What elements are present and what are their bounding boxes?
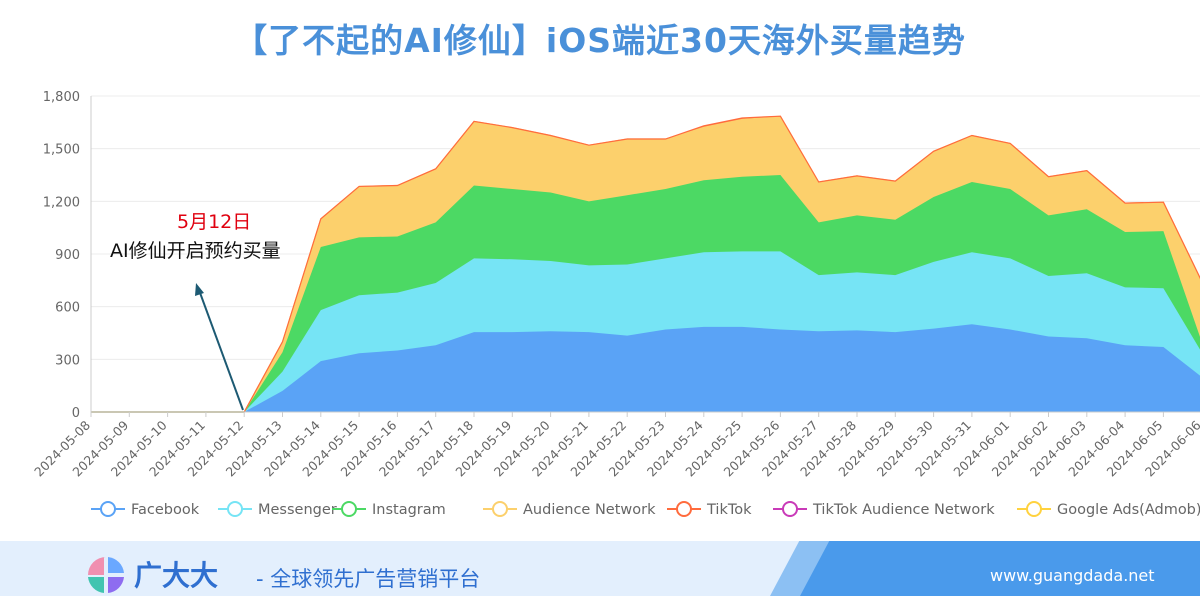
- legend-item-messenger[interactable]: Messenger: [218, 501, 337, 518]
- legend-item-tiktok-audience-network[interactable]: TikTok Audience Network: [773, 501, 995, 518]
- legend-item-google-ads-admob-[interactable]: Google Ads(Admob): [1017, 501, 1200, 518]
- brand-logo-icon: [88, 557, 124, 593]
- legend-item-instagram[interactable]: Instagram: [332, 501, 446, 518]
- legend-item-facebook[interactable]: Facebook: [91, 501, 200, 518]
- annotation-arrow: [195, 283, 244, 411]
- y-tick-label: 1,500: [43, 143, 80, 158]
- y-tick-label: 900: [55, 248, 80, 263]
- legend-marker-icon: [1026, 501, 1042, 517]
- y-tick-label: 600: [55, 301, 80, 316]
- legend-label: TikTok Audience Network: [812, 502, 995, 518]
- annotation-date: 5月12日: [177, 211, 252, 233]
- website-link[interactable]: www.guangdada.net: [990, 566, 1155, 585]
- series-line-4: [91, 115, 1200, 413]
- y-tick-label: 1,800: [43, 90, 80, 105]
- area-messenger: [91, 251, 1200, 412]
- stacked-area-chart: 0 300 600 900 1,200 1,500 1,800 2024-05-082024…: [31, 90, 1200, 518]
- annotation-text: AI修仙开启预约买量: [110, 240, 281, 262]
- legend-label: Messenger: [258, 502, 337, 518]
- legend-item-audience-network[interactable]: Audience Network: [483, 501, 656, 518]
- y-tick-label: 300: [55, 353, 80, 368]
- x-axis-ticks: 2024-05-082024-05-092024-05-102024-05-11…: [31, 412, 1200, 479]
- legend-label: Audience Network: [523, 502, 656, 518]
- legend-label: Google Ads(Admob): [1057, 502, 1200, 518]
- series-areas: [91, 115, 1200, 413]
- footer-banner: 广大大 - 全球领先广告营销平台 www.guangdada.net: [0, 541, 1200, 596]
- y-axis-ticks: 0 300 600 900 1,200 1,500 1,800: [43, 90, 80, 421]
- legend-marker-icon: [782, 501, 798, 517]
- area-instagram: [91, 175, 1200, 412]
- legend-marker-icon: [341, 501, 357, 517]
- legend-marker-icon: [492, 501, 508, 517]
- legend-item-tiktok[interactable]: TikTok: [667, 501, 752, 518]
- legend-label: TikTok: [706, 502, 752, 518]
- legend-label: Facebook: [131, 502, 200, 518]
- brand-slogan: - 全球领先广告营销平台: [256, 567, 481, 591]
- y-tick-label: 1,200: [43, 195, 80, 210]
- axes: [90, 96, 1200, 413]
- chart-title: 【了不起的AI修仙】iOS端近30天海外买量趋势: [234, 21, 966, 60]
- legend-marker-icon: [227, 501, 243, 517]
- legend-label: Instagram: [372, 502, 446, 518]
- legend[interactable]: Facebook Messenger Instagram Audience Netwo…: [91, 501, 1200, 518]
- area-facebook: [91, 324, 1200, 412]
- brand-name: 广大大: [134, 559, 219, 592]
- area-audience-network: [91, 116, 1200, 412]
- y-tick-label: 0: [72, 406, 80, 421]
- legend-marker-icon: [100, 501, 116, 517]
- legend-marker-icon: [676, 501, 692, 517]
